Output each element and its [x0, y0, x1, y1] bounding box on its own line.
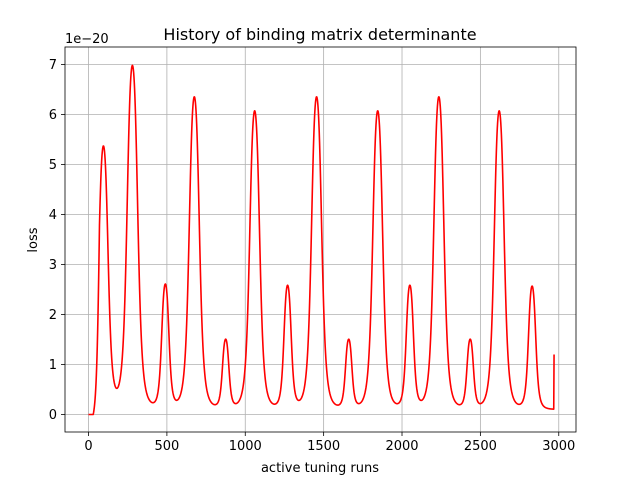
peak-point — [498, 110, 500, 112]
peak-point — [409, 285, 411, 288]
y-axis-label: loss — [26, 227, 41, 252]
series-layer — [88, 64, 555, 416]
x-axis-label: active tuning runs — [261, 461, 379, 476]
y-tick-label: 6 — [49, 108, 57, 123]
peak-point — [376, 110, 379, 112]
y-offset-text: 1e−20 — [65, 32, 109, 47]
x-tick-label: 2500 — [464, 439, 497, 454]
y-tick-label: 2 — [49, 308, 57, 323]
peak-point — [193, 96, 196, 98]
y-tick-label: 4 — [49, 208, 57, 223]
y-tick-label: 3 — [49, 258, 57, 273]
peak-point — [253, 110, 256, 112]
x-tick-label: 3000 — [542, 439, 575, 454]
y-tick-label: 1 — [49, 358, 57, 373]
peak-point — [315, 96, 318, 98]
peak-point — [469, 339, 471, 342]
x-tick-label: 0 — [84, 439, 92, 454]
peak-point — [531, 285, 533, 288]
x-tick-label: 1000 — [229, 439, 262, 454]
peak-point — [347, 339, 350, 342]
peak-point — [286, 285, 289, 288]
loss-series-line — [88, 64, 555, 416]
peak-point — [164, 284, 167, 287]
y-tick-label: 0 — [49, 408, 57, 423]
y-tick-label: 7 — [49, 58, 57, 73]
peak-point — [438, 96, 440, 98]
axis-ticks: 0 500 1000 1500 2000 2500 3000 0 1 2 3 4 5 6 7 — [49, 58, 576, 454]
x-tick-label: 1500 — [307, 439, 340, 454]
y-tick-label: 5 — [49, 158, 57, 173]
peak-point — [102, 146, 105, 148]
peak-point — [224, 339, 227, 342]
plot-frame — [64, 46, 577, 433]
peak-point — [131, 65, 134, 67]
x-tick-label: 2000 — [385, 439, 418, 454]
x-tick-label: 500 — [154, 439, 179, 454]
chart-title: History of binding matrix determinante — [163, 25, 476, 44]
